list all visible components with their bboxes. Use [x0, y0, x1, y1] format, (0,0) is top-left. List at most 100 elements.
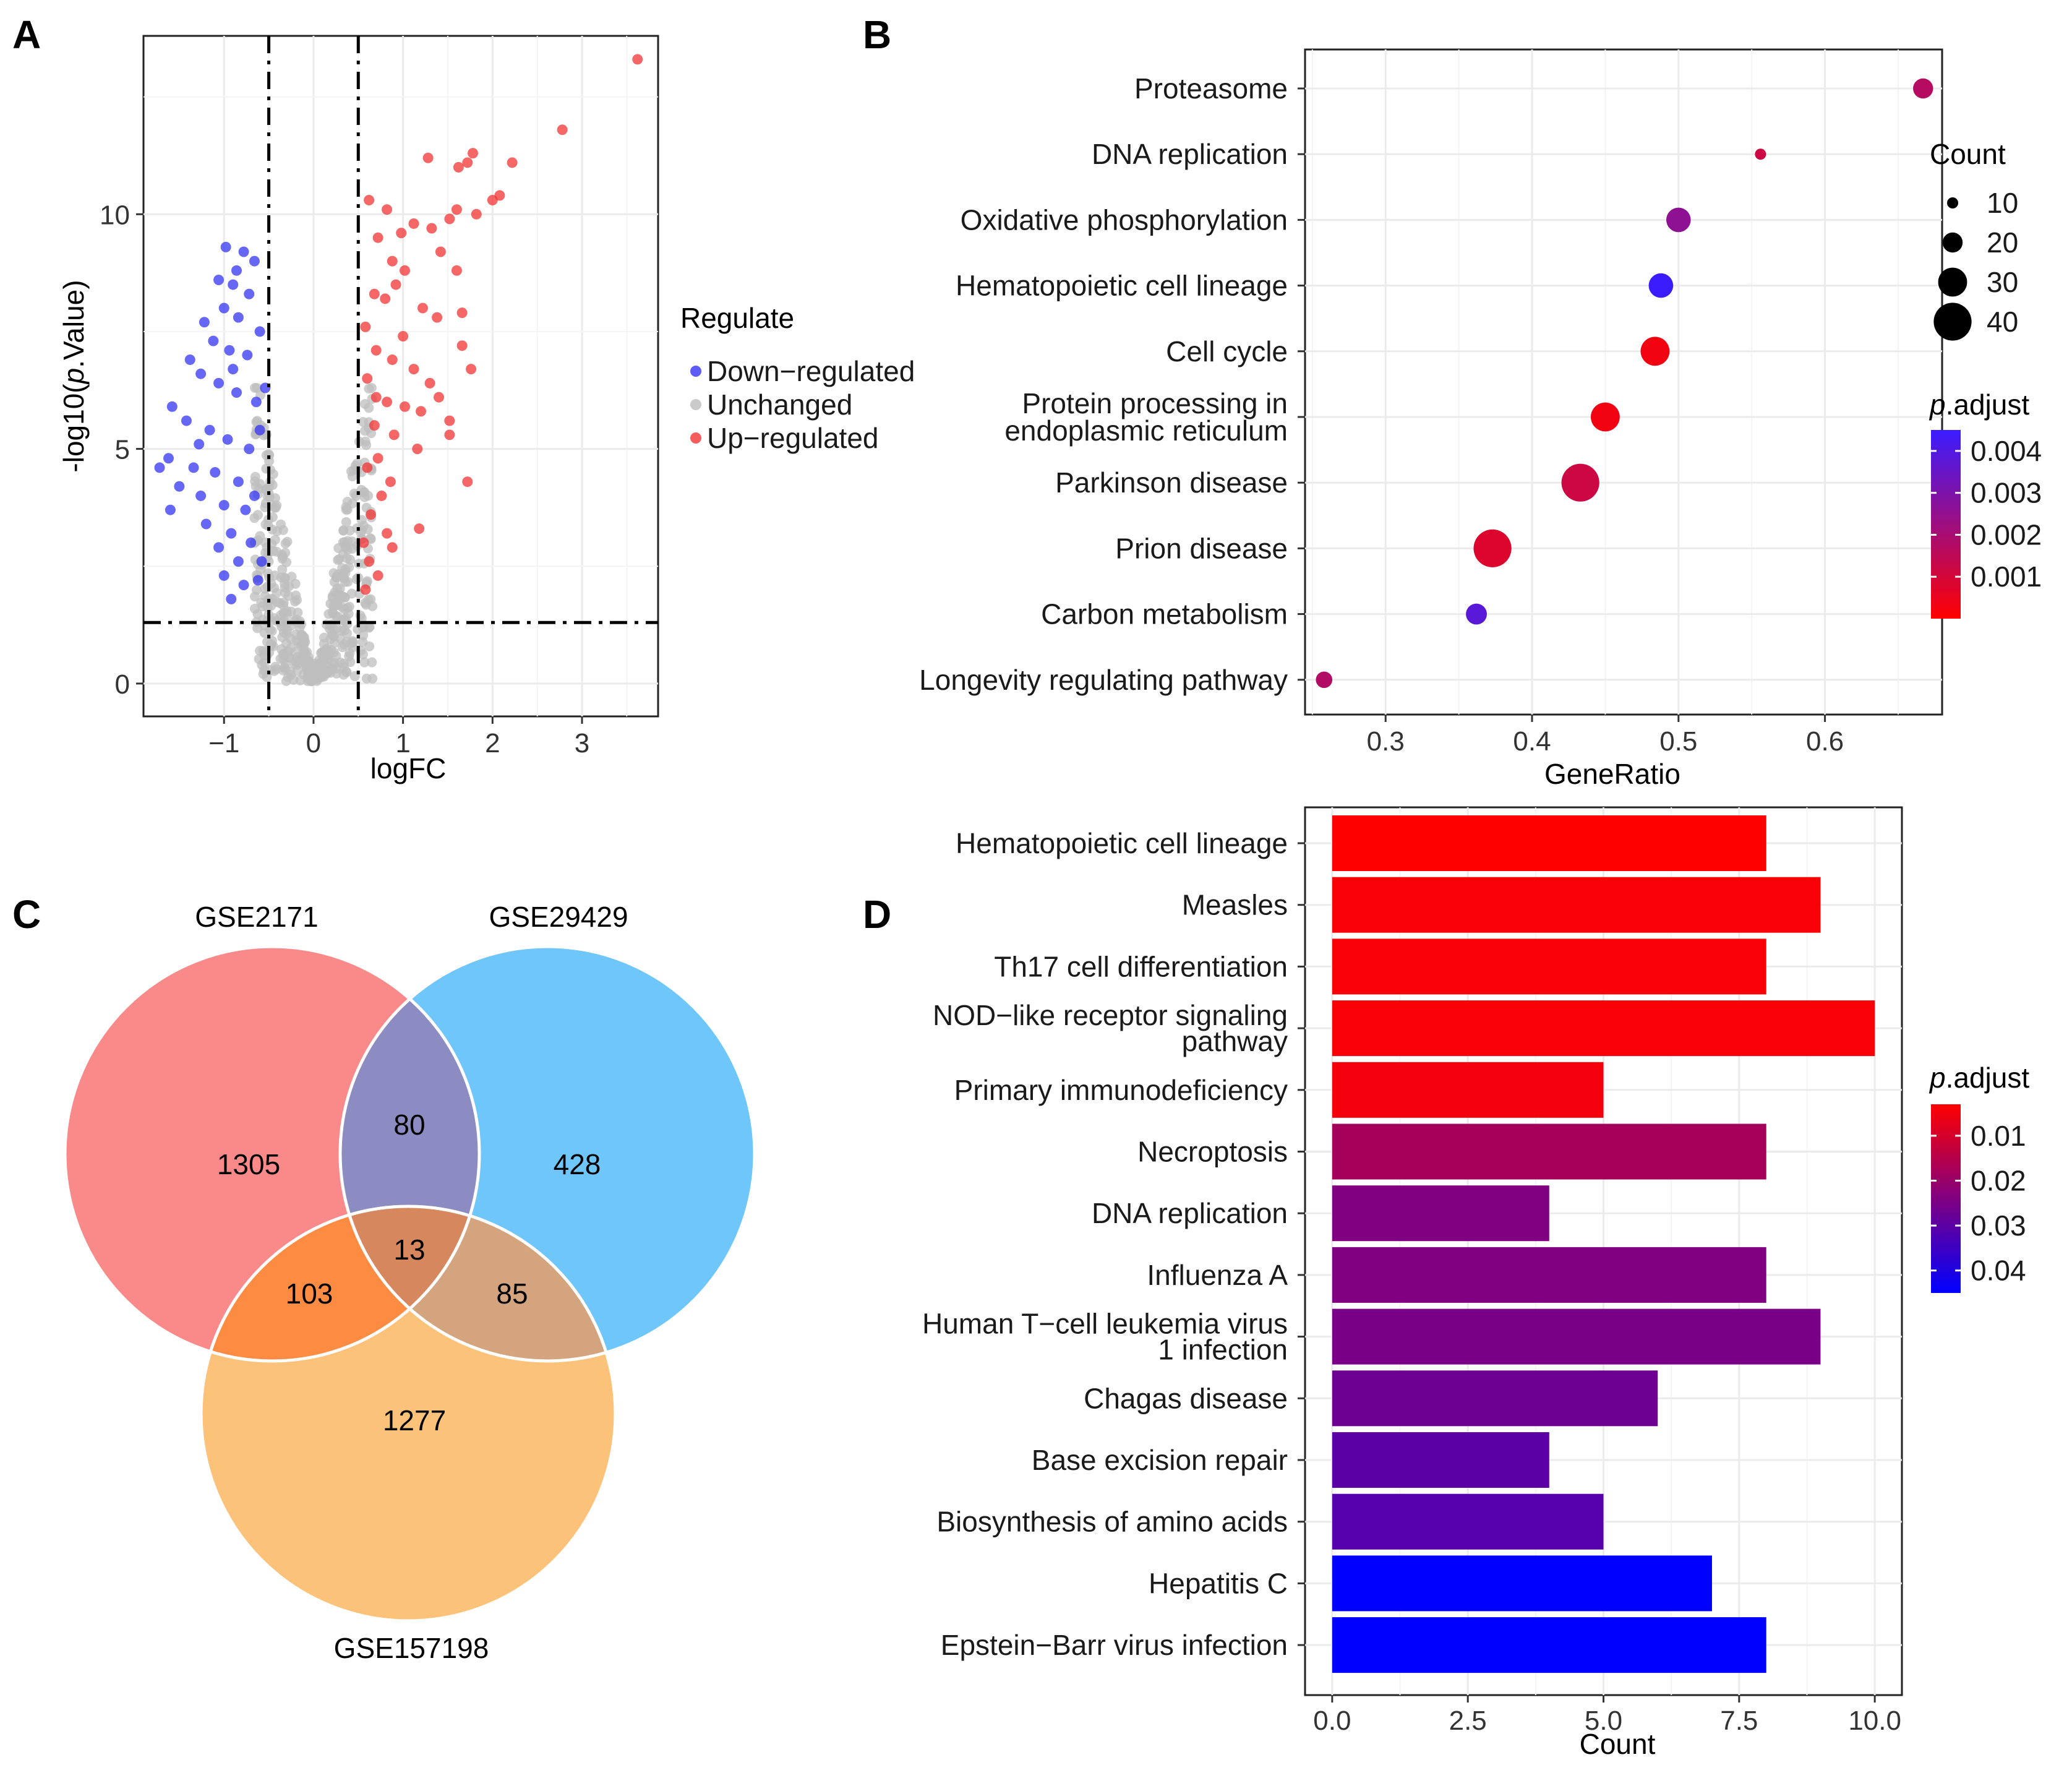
venn-set-label-gse2171: GSE2171	[195, 901, 318, 933]
dot-plot-x-axis-title: GeneRatio	[1544, 758, 1680, 790]
bar	[1332, 1000, 1875, 1057]
volcano-point-unchanged	[257, 601, 268, 612]
volcano-point-up	[400, 265, 411, 276]
volcano-point-unchanged	[296, 632, 307, 642]
volcano-point-down	[254, 424, 265, 436]
volcano-point-up	[632, 54, 643, 65]
volcano-point-down	[238, 580, 249, 591]
volcano-point-up	[451, 265, 462, 276]
bar-category-label: Measles	[1182, 889, 1288, 921]
volcano-point-down	[228, 279, 239, 290]
volcano-point-up	[387, 354, 398, 365]
volcano-point-up	[451, 204, 462, 215]
volcano-point-down	[244, 444, 255, 455]
volcano-point-up	[426, 223, 437, 234]
volcano-point-unchanged	[264, 450, 275, 460]
bar-x-tick-label: 2.5	[1449, 1706, 1487, 1736]
volcano-point-unchanged	[276, 644, 286, 655]
volcano-point-up	[456, 340, 468, 351]
volcano-point-unchanged	[320, 660, 330, 671]
volcano-point-unchanged	[281, 629, 292, 639]
volcano-point-up	[444, 429, 455, 440]
volcano-point-up	[408, 218, 419, 229]
bar	[1332, 877, 1821, 933]
dot-category-label: Longevity regulating pathway	[919, 664, 1288, 696]
volcano-point-down	[231, 387, 242, 398]
dot-category-label: endoplasmic reticulum	[1004, 414, 1288, 447]
volcano-point-unchanged	[360, 436, 370, 447]
bar-category-label: Necroptosis	[1137, 1136, 1288, 1168]
volcano-point-up	[369, 288, 380, 299]
padjust-legend-title-d: p.adjust	[1929, 1062, 2029, 1094]
padjust-legend-label-d: 0.03	[1971, 1209, 2026, 1242]
padjust-legend-label-b: 0.001	[1971, 560, 2042, 593]
bar-category-label: Primary immunodeficiency	[954, 1074, 1288, 1106]
venn-region-1-3	[201, 1206, 479, 1361]
volcano-point-up	[370, 345, 382, 356]
volcano-point-unchanged	[312, 672, 322, 682]
volcano-point-unchanged	[357, 649, 368, 659]
volcano-x-tick-label: −1	[208, 728, 239, 758]
bar-category-label: Hepatitis C	[1149, 1567, 1288, 1599]
volcano-x-tick-label: 2	[485, 728, 500, 758]
volcano-point-unchanged	[325, 668, 336, 678]
volcano-point-up	[364, 195, 375, 206]
volcano-point-down	[218, 303, 229, 314]
panel-label-a: A	[12, 12, 41, 57]
volcano-x-tick-label: 0	[306, 728, 321, 758]
volcano-point-up	[387, 542, 398, 553]
volcano-point-unchanged	[341, 666, 351, 677]
volcano-point-down	[252, 575, 263, 586]
volcano-point-unchanged	[277, 564, 288, 575]
padjust-legend-label-b: 0.002	[1971, 518, 2042, 551]
dot-point	[1561, 463, 1599, 502]
volcano-point-up	[362, 373, 373, 384]
bar-chart-axis-ticks: 0.0 2.5 5.0 7.5 10.0	[1313, 1695, 1901, 1736]
bar-chart-bars	[1332, 815, 1875, 1673]
volcano-point-unchanged	[252, 382, 262, 393]
volcano-point-down	[249, 256, 260, 267]
volcano-x-tick-label: 3	[575, 728, 589, 758]
bar-category-label: Human T−cell leukemia virus	[922, 1308, 1288, 1340]
bar	[1332, 1247, 1766, 1303]
volcano-point-up	[396, 228, 407, 239]
bar-category-label: Th17 cell differentiation	[994, 950, 1288, 982]
volcano-x-tick-label: 1	[395, 728, 410, 758]
kegg-bar-chart: Hematopoietic cell lineage Measles Th17 ce…	[922, 806, 2029, 1760]
volcano-point-down	[233, 556, 244, 567]
panel-label-c: C	[12, 892, 41, 937]
bar	[1332, 1617, 1766, 1673]
volcano-point-up	[435, 246, 446, 257]
count-legend-key	[1938, 267, 1967, 297]
volcano-legend-title: Regulate	[680, 302, 794, 334]
dot-category-label: Oxidative phosphorylation	[961, 204, 1288, 236]
bar-category-label: NOD−like receptor signaling	[933, 999, 1288, 1031]
volcano-legend-label: Unchanged	[707, 389, 852, 421]
volcano-point-unchanged	[366, 428, 377, 439]
venn-count-only-2: 428	[554, 1148, 601, 1180]
dot-point	[1666, 207, 1691, 233]
dot-point	[1913, 78, 1933, 99]
volcano-point-up	[400, 401, 411, 412]
volcano-point-unchanged	[251, 585, 262, 595]
volcano-point-unchanged	[341, 504, 351, 515]
padjust-legend-title-b: p.adjust	[1929, 389, 2029, 421]
dot-plot-axis-ticks: 0.3 0.4 0.5 0.6	[1367, 715, 1844, 757]
volcano-point-down	[213, 274, 225, 285]
venn-count-2-3: 85	[496, 1278, 528, 1310]
volcano-legend-label: Up−regulated	[707, 422, 878, 454]
volcano-point-down	[188, 462, 199, 473]
volcano-point-down	[204, 424, 215, 436]
volcano-point-down	[210, 467, 221, 478]
volcano-point-up	[372, 232, 383, 243]
volcano-legend-key	[690, 432, 701, 444]
volcano-point-unchanged	[345, 525, 355, 536]
volcano-point-unchanged	[268, 546, 278, 556]
bar-chart-x-axis-title: Count	[1580, 1728, 1656, 1760]
volcano-point-unchanged	[367, 657, 377, 668]
volcano-point-down	[195, 368, 207, 379]
volcano-point-unchanged	[331, 572, 341, 582]
volcano-point-up	[382, 204, 393, 215]
venn-region-2-3	[340, 1206, 615, 1361]
